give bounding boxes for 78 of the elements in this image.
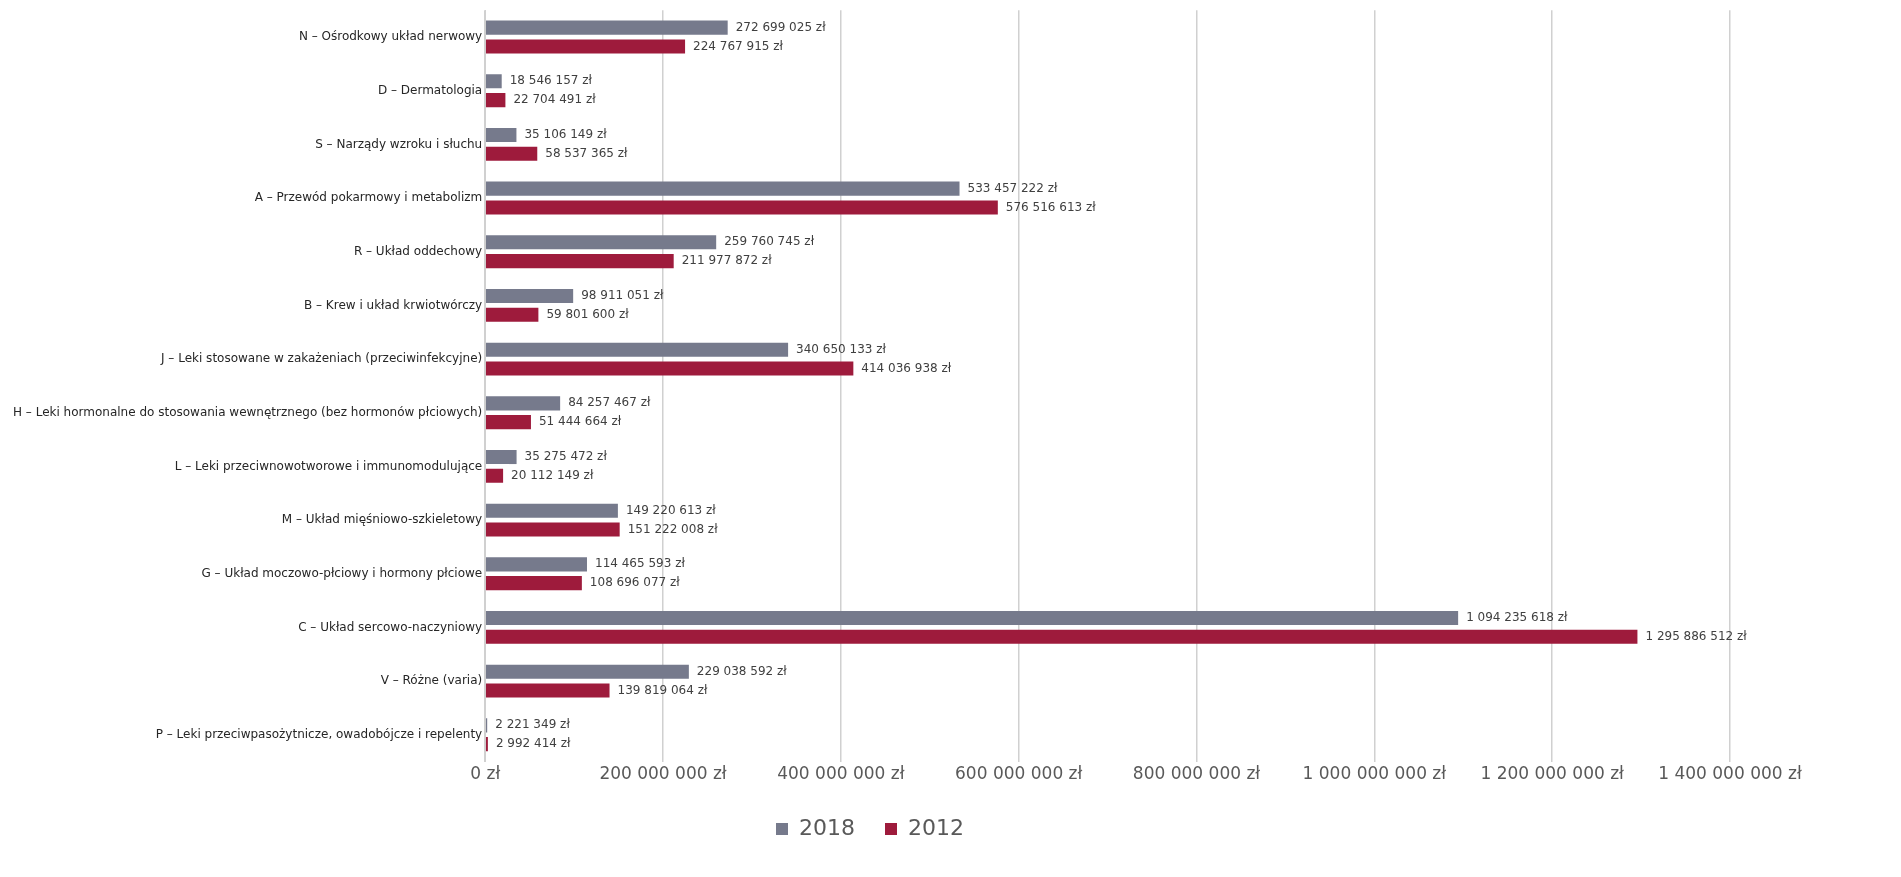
- data-label: 340 650 133 zł: [796, 341, 887, 356]
- x-tick-label: 400 000 000 zł: [777, 763, 905, 784]
- y-tick-label: L – Leki przeciwnowotworowe i immunomodulujące: [174, 458, 483, 473]
- bar: [485, 146, 538, 161]
- y-tick-label: M – Układ mięśniowo-szkieletowy: [281, 512, 483, 527]
- y-tick-label: B – Krew i układ krwiotwórczy: [304, 297, 483, 312]
- data-label: 139 819 064 zł: [617, 682, 708, 697]
- bar: [485, 200, 998, 215]
- data-label: 59 801 600 zł: [546, 306, 630, 321]
- bar: [485, 522, 620, 537]
- data-label: 576 516 613 zł: [1005, 199, 1097, 214]
- x-tick-label: 1 000 000 000 zł: [1302, 763, 1447, 784]
- data-label: 18 546 157 zł: [509, 73, 593, 88]
- legend-label: 2012: [908, 814, 964, 840]
- x-tick-label: 600 000 000 zł: [955, 763, 1083, 784]
- x-tick-label: 1 400 000 000 zł: [1658, 763, 1802, 784]
- data-label: 35 106 149 zł: [524, 127, 608, 142]
- bar: [485, 342, 789, 357]
- data-label: 58 537 365 zł: [545, 145, 629, 160]
- y-tick-label: H – Leki hormonalne do stosowania wewnętrznego (bez hormonów płciowych): [13, 404, 483, 419]
- data-label: 2 992 414 zł: [495, 736, 572, 751]
- bar: [485, 503, 618, 518]
- bar: [485, 683, 610, 698]
- x-tick-label: 0 zł: [470, 763, 501, 784]
- data-label: 272 699 025 zł: [735, 19, 827, 34]
- bar: [485, 288, 574, 304]
- bar: [485, 361, 854, 376]
- y-tick-label: P – Leki przeciwpasożytnicze, owadobójcze i repelenty: [155, 726, 483, 741]
- data-label: 1 295 886 512 zł: [1645, 628, 1748, 643]
- y-tick-label: G – Układ moczowo-płciowy i hormony płciowe: [201, 565, 483, 580]
- data-label: 149 220 613 zł: [625, 502, 717, 517]
- bar: [485, 181, 960, 196]
- y-tick-label: R – Układ oddechowy: [353, 243, 483, 258]
- x-tick-label: 200 000 000 zł: [599, 763, 727, 784]
- bar: [485, 449, 517, 465]
- bar: [485, 307, 539, 322]
- x-tick-label: 1 200 000 000 zł: [1480, 763, 1625, 784]
- data-label: 1 094 235 618 zł: [1466, 610, 1569, 625]
- bar: [485, 254, 674, 269]
- data-label: 224 767 915 zł: [693, 38, 784, 53]
- data-label: 22 704 491 zł: [513, 92, 597, 107]
- bar: [485, 93, 506, 108]
- bar: [485, 396, 561, 411]
- y-tick-label: J – Leki stosowane w zakażeniach (przeciwinfekcyjne): [160, 351, 483, 366]
- bar: [485, 235, 717, 250]
- bar: [485, 576, 582, 591]
- bar: [485, 664, 689, 679]
- bar: [485, 629, 1638, 644]
- bar: [485, 468, 504, 483]
- bar: [485, 127, 517, 143]
- bar: [485, 39, 686, 54]
- data-label: 51 444 664 zł: [538, 414, 622, 429]
- data-label: 35 275 472 zł: [524, 449, 608, 464]
- data-label: 108 696 077 zł: [589, 575, 681, 590]
- x-tick-label: 800 000 000 zł: [1132, 763, 1261, 784]
- data-label: 2 221 349 zł: [495, 717, 571, 732]
- data-label: 20 112 149 zł: [511, 467, 594, 482]
- y-tick-label: C – Układ sercowo-naczyniowy: [298, 619, 483, 634]
- data-label: 98 911 051 zł: [581, 288, 664, 303]
- data-label: 211 977 872 zł: [681, 253, 773, 268]
- data-label: 114 465 593 zł: [594, 556, 686, 571]
- bar: [485, 74, 502, 89]
- data-label: 259 760 745 zł: [724, 234, 815, 249]
- data-label: 151 222 008 zł: [627, 521, 719, 536]
- data-label: 84 257 467 zł: [568, 395, 651, 410]
- y-tick-label: V – Różne (varia): [380, 673, 483, 688]
- data-label: 414 036 938 zł: [861, 360, 952, 375]
- bar: [485, 557, 587, 572]
- y-tick-label: A – Przewód pokarmowy i metabolizm: [254, 190, 483, 205]
- y-tick-label: D – Dermatologia: [377, 82, 483, 97]
- legend-label: 2018: [799, 814, 856, 840]
- data-label: 533 457 222 zł: [967, 180, 1058, 195]
- bar: [485, 415, 531, 430]
- data-label: 229 038 592 zł: [696, 663, 788, 678]
- bar: [485, 20, 728, 35]
- bar: [485, 610, 1459, 626]
- y-tick-label: N – Ośrodkowy układ nerwowy: [298, 29, 483, 44]
- y-tick-label: S – Narządy wzroku i słuchu: [315, 136, 483, 151]
